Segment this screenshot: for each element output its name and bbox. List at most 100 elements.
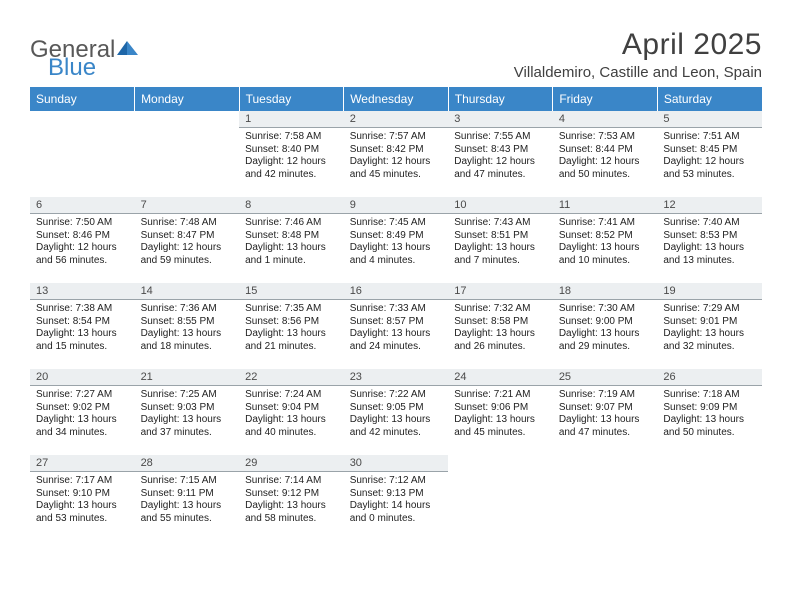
- sunset-text: Sunset: 8:40 PM: [245, 144, 338, 157]
- day-number: 23: [344, 369, 449, 386]
- daylight-text: Daylight: 13 hours and 47 minutes.: [559, 414, 652, 439]
- daylight-text: Daylight: 13 hours and 55 minutes.: [141, 500, 234, 525]
- sunset-text: Sunset: 8:58 PM: [454, 316, 547, 329]
- calendar-week-row: 13Sunrise: 7:38 AMSunset: 8:54 PMDayligh…: [30, 283, 762, 369]
- day-details: Sunrise: 7:14 AMSunset: 9:12 PMDaylight:…: [239, 472, 344, 528]
- calendar-week-row: 6Sunrise: 7:50 AMSunset: 8:46 PMDaylight…: [30, 197, 762, 283]
- day-number: 7: [135, 197, 240, 214]
- day-details: Sunrise: 7:50 AMSunset: 8:46 PMDaylight:…: [30, 214, 135, 270]
- sunrise-text: Sunrise: 7:25 AM: [141, 389, 234, 402]
- sunrise-text: Sunrise: 7:24 AM: [245, 389, 338, 402]
- daylight-text: Daylight: 13 hours and 26 minutes.: [454, 328, 547, 353]
- sunrise-text: Sunrise: 7:22 AM: [350, 389, 443, 402]
- daylight-text: Daylight: 13 hours and 45 minutes.: [454, 414, 547, 439]
- sunrise-text: Sunrise: 7:33 AM: [350, 303, 443, 316]
- sunset-text: Sunset: 8:54 PM: [36, 316, 129, 329]
- weekday-header: Thursday: [448, 87, 553, 111]
- day-number: 8: [239, 197, 344, 214]
- sunrise-text: Sunrise: 7:29 AM: [663, 303, 756, 316]
- day-details: Sunrise: 7:36 AMSunset: 8:55 PMDaylight:…: [135, 300, 240, 356]
- weekday-header: Friday: [553, 87, 658, 111]
- day-details: Sunrise: 7:46 AMSunset: 8:48 PMDaylight:…: [239, 214, 344, 270]
- day-number: 25: [553, 369, 658, 386]
- day-number: 14: [135, 283, 240, 300]
- calendar-cell: 14Sunrise: 7:36 AMSunset: 8:55 PMDayligh…: [135, 283, 240, 369]
- calendar-cell: 1Sunrise: 7:58 AMSunset: 8:40 PMDaylight…: [239, 111, 344, 197]
- calendar-cell: 8Sunrise: 7:46 AMSunset: 8:48 PMDaylight…: [239, 197, 344, 283]
- day-number: 29: [239, 455, 344, 472]
- sunset-text: Sunset: 8:45 PM: [663, 144, 756, 157]
- day-number: 30: [344, 455, 449, 472]
- daylight-text: Daylight: 13 hours and 13 minutes.: [663, 242, 756, 267]
- day-number: 4: [553, 111, 658, 128]
- day-details: Sunrise: 7:51 AMSunset: 8:45 PMDaylight:…: [657, 128, 762, 184]
- calendar-cell: 23Sunrise: 7:22 AMSunset: 9:05 PMDayligh…: [344, 369, 449, 455]
- sunrise-text: Sunrise: 7:46 AM: [245, 217, 338, 230]
- day-details: Sunrise: 7:57 AMSunset: 8:42 PMDaylight:…: [344, 128, 449, 184]
- sunset-text: Sunset: 9:00 PM: [559, 316, 652, 329]
- day-details: Sunrise: 7:33 AMSunset: 8:57 PMDaylight:…: [344, 300, 449, 356]
- sunrise-text: Sunrise: 7:18 AM: [663, 389, 756, 402]
- day-number: 5: [657, 111, 762, 128]
- calendar-cell: [657, 455, 762, 541]
- calendar-cell: 30Sunrise: 7:12 AMSunset: 9:13 PMDayligh…: [344, 455, 449, 541]
- day-details: Sunrise: 7:24 AMSunset: 9:04 PMDaylight:…: [239, 386, 344, 442]
- calendar-cell: 3Sunrise: 7:55 AMSunset: 8:43 PMDaylight…: [448, 111, 553, 197]
- sunset-text: Sunset: 9:05 PM: [350, 402, 443, 415]
- daylight-text: Daylight: 13 hours and 53 minutes.: [36, 500, 129, 525]
- header: General April 2025 Villaldemiro, Castill…: [30, 28, 762, 81]
- daylight-text: Daylight: 13 hours and 37 minutes.: [141, 414, 234, 439]
- day-number: 26: [657, 369, 762, 386]
- calendar-header-row: SundayMondayTuesdayWednesdayThursdayFrid…: [30, 87, 762, 111]
- sunset-text: Sunset: 8:46 PM: [36, 230, 129, 243]
- daylight-text: Daylight: 13 hours and 1 minute.: [245, 242, 338, 267]
- sunrise-text: Sunrise: 7:15 AM: [141, 475, 234, 488]
- calendar-cell: 9Sunrise: 7:45 AMSunset: 8:49 PMDaylight…: [344, 197, 449, 283]
- day-number: 10: [448, 197, 553, 214]
- sunset-text: Sunset: 9:09 PM: [663, 402, 756, 415]
- calendar-cell: 21Sunrise: 7:25 AMSunset: 9:03 PMDayligh…: [135, 369, 240, 455]
- sunset-text: Sunset: 8:53 PM: [663, 230, 756, 243]
- day-details: Sunrise: 7:15 AMSunset: 9:11 PMDaylight:…: [135, 472, 240, 528]
- daylight-text: Daylight: 13 hours and 40 minutes.: [245, 414, 338, 439]
- brand-part2: Blue: [48, 54, 96, 82]
- sunrise-text: Sunrise: 7:51 AM: [663, 131, 756, 144]
- day-number: 2: [344, 111, 449, 128]
- daylight-text: Daylight: 12 hours and 56 minutes.: [36, 242, 129, 267]
- calendar-table: SundayMondayTuesdayWednesdayThursdayFrid…: [30, 87, 762, 541]
- sunset-text: Sunset: 9:13 PM: [350, 488, 443, 501]
- day-number: 24: [448, 369, 553, 386]
- day-number: 20: [30, 369, 135, 386]
- daylight-text: Daylight: 13 hours and 7 minutes.: [454, 242, 547, 267]
- sunrise-text: Sunrise: 7:30 AM: [559, 303, 652, 316]
- sunset-text: Sunset: 8:51 PM: [454, 230, 547, 243]
- day-number: 27: [30, 455, 135, 472]
- calendar-cell: [448, 455, 553, 541]
- sunrise-text: Sunrise: 7:36 AM: [141, 303, 234, 316]
- calendar-cell: 26Sunrise: 7:18 AMSunset: 9:09 PMDayligh…: [657, 369, 762, 455]
- day-details: Sunrise: 7:48 AMSunset: 8:47 PMDaylight:…: [135, 214, 240, 270]
- day-number: 9: [344, 197, 449, 214]
- calendar-body: 1Sunrise: 7:58 AMSunset: 8:40 PMDaylight…: [30, 111, 762, 541]
- weekday-header: Monday: [135, 87, 240, 111]
- daylight-text: Daylight: 13 hours and 58 minutes.: [245, 500, 338, 525]
- day-details: Sunrise: 7:40 AMSunset: 8:53 PMDaylight:…: [657, 214, 762, 270]
- calendar-cell: 22Sunrise: 7:24 AMSunset: 9:04 PMDayligh…: [239, 369, 344, 455]
- daylight-text: Daylight: 14 hours and 0 minutes.: [350, 500, 443, 525]
- day-number: 21: [135, 369, 240, 386]
- calendar-week-row: 1Sunrise: 7:58 AMSunset: 8:40 PMDaylight…: [30, 111, 762, 197]
- daylight-text: Daylight: 13 hours and 4 minutes.: [350, 242, 443, 267]
- day-details: Sunrise: 7:12 AMSunset: 9:13 PMDaylight:…: [344, 472, 449, 528]
- sunrise-text: Sunrise: 7:41 AM: [559, 217, 652, 230]
- sunrise-text: Sunrise: 7:45 AM: [350, 217, 443, 230]
- sunrise-text: Sunrise: 7:12 AM: [350, 475, 443, 488]
- sunrise-text: Sunrise: 7:38 AM: [36, 303, 129, 316]
- calendar-cell: 27Sunrise: 7:17 AMSunset: 9:10 PMDayligh…: [30, 455, 135, 541]
- day-number: 11: [553, 197, 658, 214]
- calendar-cell: 15Sunrise: 7:35 AMSunset: 8:56 PMDayligh…: [239, 283, 344, 369]
- day-details: Sunrise: 7:18 AMSunset: 9:09 PMDaylight:…: [657, 386, 762, 442]
- brand-mark-icon: [117, 36, 139, 64]
- location-text: Villaldemiro, Castille and Leon, Spain: [514, 64, 762, 81]
- day-details: Sunrise: 7:27 AMSunset: 9:02 PMDaylight:…: [30, 386, 135, 442]
- day-number: 12: [657, 197, 762, 214]
